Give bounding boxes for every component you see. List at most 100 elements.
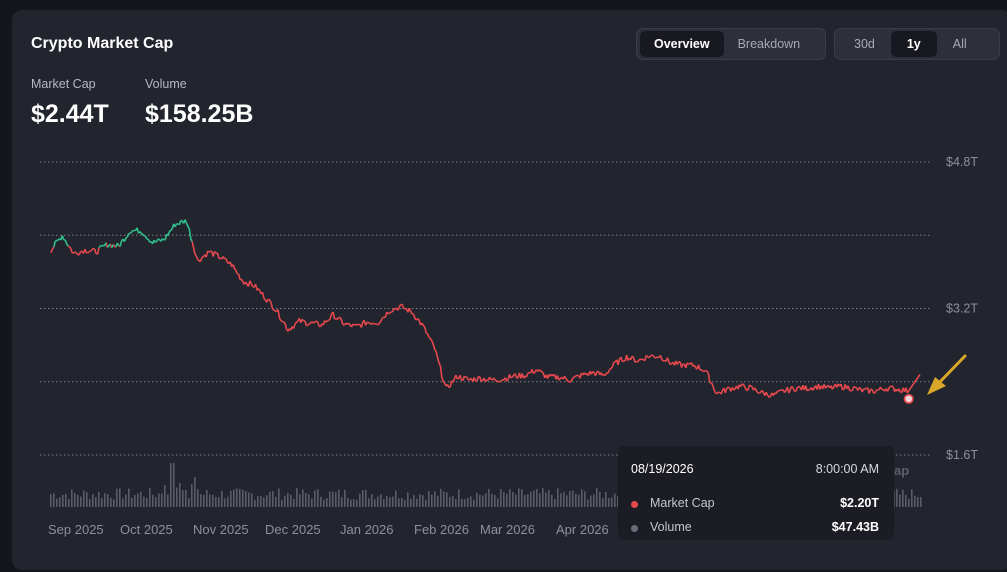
volume-bar <box>590 495 592 507</box>
volume-bar <box>341 497 343 507</box>
tooltip-row-volume: Volume $47.43B <box>631 520 879 538</box>
volume-bar <box>476 492 478 507</box>
volume-bar <box>374 499 376 507</box>
volume-bar <box>290 494 292 507</box>
volume-bar <box>260 495 262 507</box>
volume-bar <box>557 488 559 507</box>
volume-bar <box>311 498 313 507</box>
volume-bar <box>89 499 91 507</box>
volume-bar <box>335 492 337 507</box>
volume-bar <box>254 499 256 507</box>
volume-bar <box>128 488 130 507</box>
range-all-button[interactable]: All <box>952 37 967 51</box>
volume-bar <box>344 490 346 507</box>
volume-bar <box>125 494 127 507</box>
volume-bar <box>221 491 223 507</box>
volume-bar <box>188 498 190 507</box>
volume-bar <box>185 490 187 507</box>
tab-overview[interactable]: Overview <box>640 31 724 57</box>
volume-bar <box>68 499 70 507</box>
volume-bar <box>566 495 568 507</box>
market-cap-value: $2.44T <box>31 100 109 128</box>
volume-bar <box>305 492 307 507</box>
range-30d-button[interactable]: 30d <box>854 37 875 51</box>
volume-bar <box>83 490 85 507</box>
x-tick-label: Mar 2026 <box>480 522 535 537</box>
volume-bar <box>98 491 100 507</box>
volume-bar <box>161 493 163 507</box>
volume-bar <box>197 489 199 507</box>
tooltip-row-value: $2.20T <box>840 496 879 510</box>
volume-dot <box>631 525 638 532</box>
volume-bar <box>509 489 511 507</box>
tooltip-row-value: $47.43B <box>831 520 879 534</box>
volume-bar <box>191 484 193 507</box>
tooltip-date: 08/19/2026 <box>631 462 694 476</box>
selected-point-marker <box>903 393 914 404</box>
volume-bar <box>422 495 424 507</box>
volume-bar <box>272 491 274 507</box>
volume-bar <box>605 491 607 507</box>
volume-bar <box>416 498 418 507</box>
volume-bar <box>134 494 136 507</box>
volume-bar <box>410 498 412 507</box>
volume-bar <box>896 488 898 507</box>
tab-breakdown[interactable]: Breakdown <box>737 37 801 51</box>
volume-bar <box>317 489 319 507</box>
volume-bar <box>395 490 397 507</box>
volume-bar <box>71 489 73 507</box>
volume-bar <box>314 490 316 507</box>
volume-bar <box>287 492 289 507</box>
volume-bar <box>434 491 436 507</box>
x-tick-label: Dec 2025 <box>265 522 321 537</box>
volume-bar <box>455 499 457 507</box>
volume-bar <box>119 488 121 507</box>
volume-bar <box>371 494 373 507</box>
volume-bar <box>308 494 310 507</box>
volume-bar <box>914 495 916 507</box>
volume-bar <box>401 498 403 507</box>
volume-bar <box>137 493 139 507</box>
volume-bar <box>158 493 160 507</box>
volume-bar <box>386 495 388 507</box>
volume-bar <box>347 497 349 507</box>
volume-bar <box>233 489 235 507</box>
volume-bar <box>545 492 547 507</box>
volume-bar <box>194 476 196 507</box>
market-cap-line-up <box>53 219 193 249</box>
x-tick-label: Jan 2026 <box>340 522 394 537</box>
market-cap-dot <box>631 501 638 508</box>
volume-bar <box>905 494 907 507</box>
volume-bar <box>257 496 259 507</box>
volume-bar <box>569 490 571 507</box>
volume-bar <box>503 492 505 507</box>
volume-bar <box>359 493 361 507</box>
volume-bar <box>113 499 115 507</box>
volume-bar <box>251 493 253 507</box>
volume-bar <box>512 491 514 507</box>
volume-bar <box>599 492 601 507</box>
x-tick-label: Nov 2025 <box>193 522 249 537</box>
volume-bar <box>200 494 202 507</box>
volume-bar <box>284 495 286 507</box>
volume-bar <box>560 493 562 507</box>
volume-bar <box>578 494 580 507</box>
volume-bar <box>248 492 250 507</box>
volume-bar <box>338 489 340 507</box>
range-toggle: 30d 1y All <box>834 28 1000 60</box>
volume-bar <box>584 491 586 507</box>
volume-bar <box>95 497 97 507</box>
volume-bar <box>245 491 247 507</box>
volume-bar <box>230 490 232 507</box>
volume-bar <box>494 494 496 507</box>
volume-bar <box>617 496 619 507</box>
volume-bar <box>326 498 328 507</box>
range-1y-button[interactable]: 1y <box>890 31 937 57</box>
volume-bar <box>593 494 595 507</box>
volume-bar <box>524 495 526 507</box>
page-title: Crypto Market Cap <box>31 35 174 52</box>
volume-bar <box>77 495 79 507</box>
volume-bar <box>485 493 487 507</box>
volume-bar <box>611 497 613 507</box>
y-tick-label: $1.6T <box>946 448 978 462</box>
